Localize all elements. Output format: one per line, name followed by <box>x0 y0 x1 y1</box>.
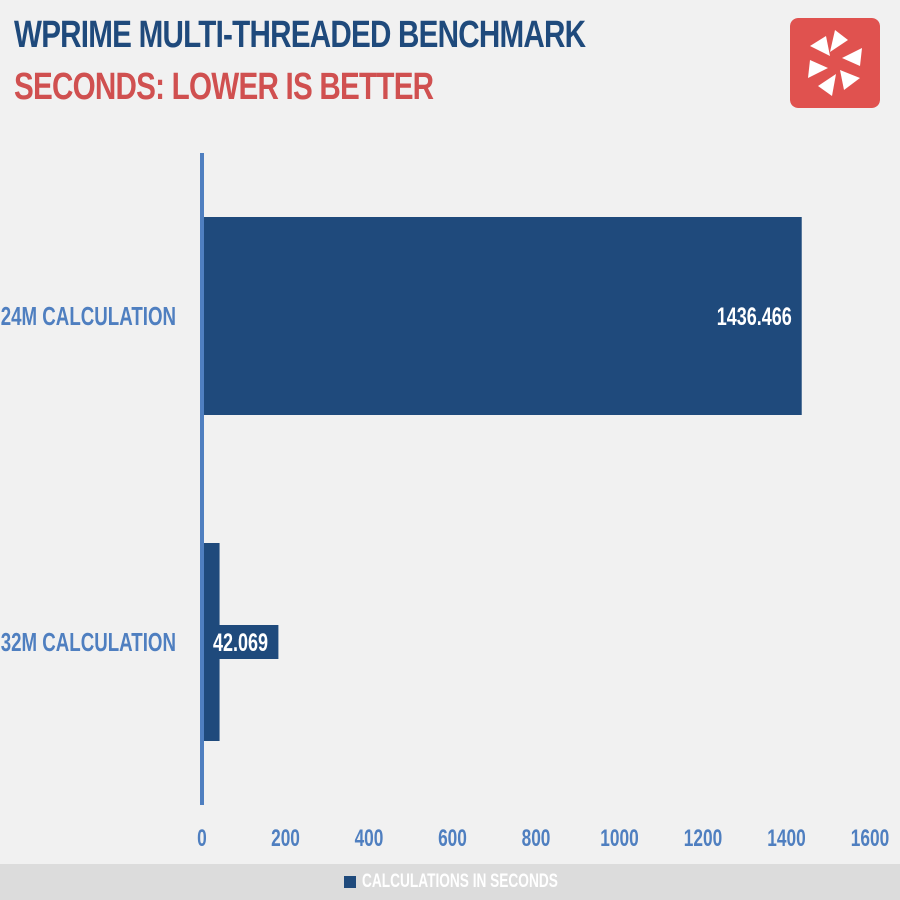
category-label: 32M CALCULATION <box>1 627 176 657</box>
category-label: 1024M CALCULATION <box>0 301 176 331</box>
data-label: 42.069 <box>213 628 268 657</box>
legend-swatch <box>344 876 356 888</box>
bar <box>204 217 802 415</box>
logo-background <box>790 18 880 108</box>
x-tick-label: 1000 <box>600 825 638 851</box>
x-tick-label: 800 <box>522 825 551 851</box>
x-tick-label: 0 <box>197 825 207 851</box>
chart-title: WPRIME MULTI-THREADED BENCHMARK <box>14 14 586 56</box>
x-tick-label: 400 <box>355 825 384 851</box>
camera-aperture-icon <box>790 18 880 108</box>
data-label-box <box>207 625 279 659</box>
legend-background <box>0 864 900 900</box>
x-tick-label: 1400 <box>767 825 805 851</box>
chart-subtitle: SECONDS: LOWER IS BETTER <box>14 66 434 108</box>
legend: CALCULATIONS IN SECONDS <box>344 870 634 894</box>
x-tick-label: 1200 <box>684 825 722 851</box>
x-tick-label: 600 <box>438 825 467 851</box>
legend-label: CALCULATIONS IN SECONDS <box>362 871 558 892</box>
x-tick-label: 1600 <box>851 825 889 851</box>
x-tick-label: 200 <box>271 825 300 851</box>
data-label: 1436.466 <box>717 302 792 331</box>
